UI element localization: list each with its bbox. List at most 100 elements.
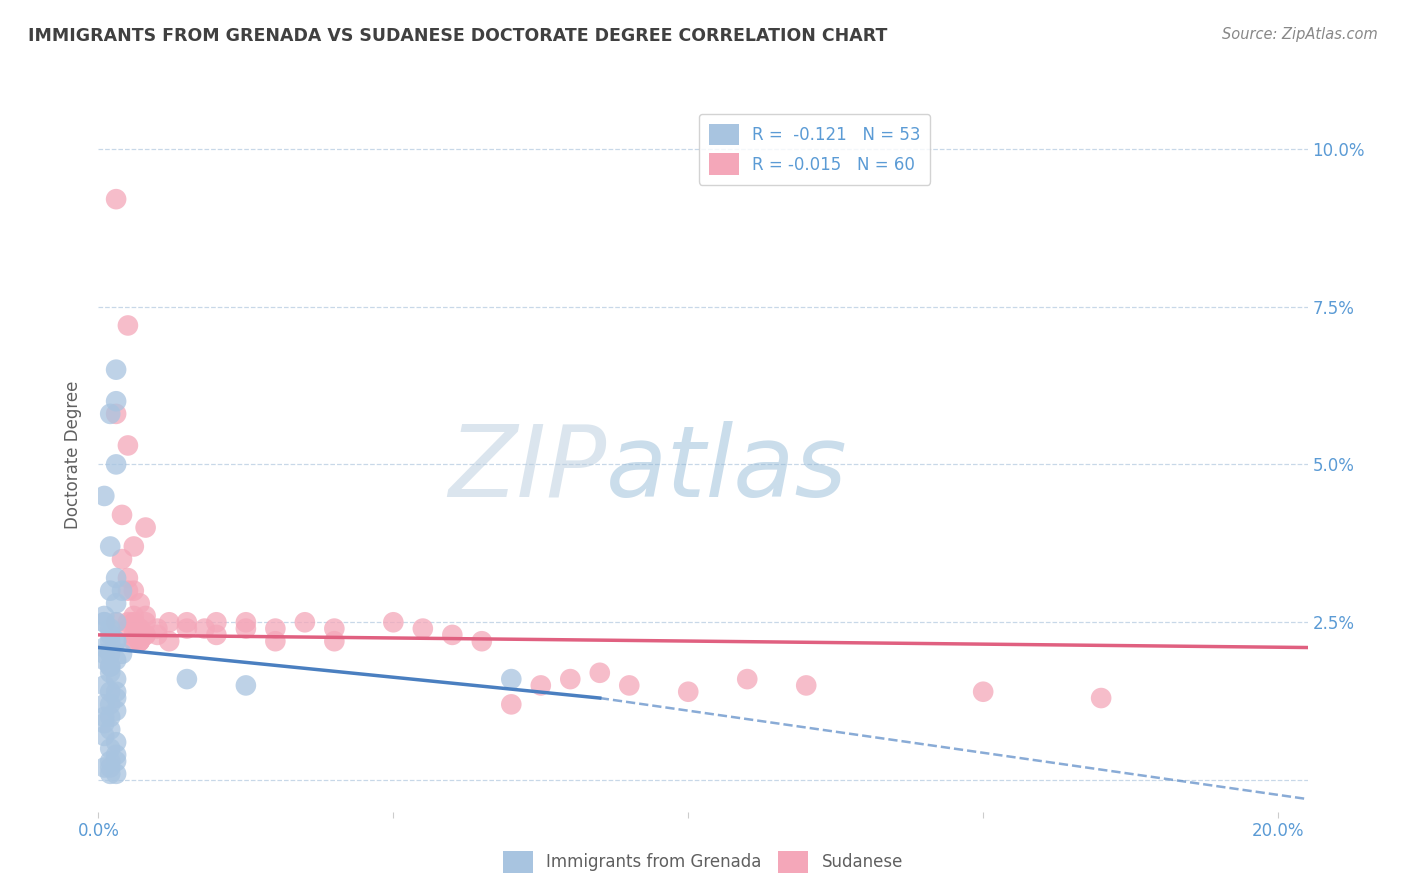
Point: [135, 628, 157, 642]
Point: [176, 622, 198, 636]
Point: [122, 583, 145, 598]
Point: [157, 615, 180, 630]
Point: [105, 754, 128, 768]
Text: ZIP: ZIP: [449, 421, 606, 517]
Point: [122, 609, 145, 624]
Point: [122, 628, 145, 642]
Point: [98, 634, 121, 648]
Point: [105, 634, 128, 648]
Point: [105, 767, 128, 781]
Point: [105, 691, 128, 706]
Point: [135, 520, 157, 534]
Point: [235, 622, 257, 636]
Point: [471, 634, 494, 648]
Point: [98, 407, 121, 421]
Point: [98, 659, 121, 673]
Point: [105, 747, 128, 762]
Point: [146, 622, 169, 636]
Point: [135, 609, 157, 624]
Point: [105, 615, 128, 630]
Point: [412, 622, 434, 636]
Point: [105, 735, 128, 749]
Point: [98, 665, 121, 680]
Point: [105, 684, 128, 698]
Point: [323, 622, 346, 636]
Point: [93, 647, 115, 661]
Point: [117, 571, 139, 585]
Point: [264, 634, 287, 648]
Point: [619, 678, 641, 692]
Point: [122, 615, 145, 630]
Point: [122, 634, 145, 648]
Point: [530, 678, 553, 692]
Point: [105, 634, 128, 648]
Point: [735, 672, 758, 686]
Point: [105, 362, 128, 376]
Point: [98, 684, 121, 698]
Point: [105, 672, 128, 686]
Point: [98, 741, 121, 756]
Point: [105, 458, 128, 472]
Point: [93, 716, 115, 731]
Point: [111, 647, 134, 661]
Point: [105, 704, 128, 718]
Point: [93, 710, 115, 724]
Point: [205, 628, 228, 642]
Text: atlas: atlas: [606, 421, 848, 517]
Point: [128, 622, 150, 636]
Point: [117, 438, 139, 452]
Point: [111, 583, 134, 598]
Point: [135, 615, 157, 630]
Point: [98, 710, 121, 724]
Text: Source: ZipAtlas.com: Source: ZipAtlas.com: [1222, 27, 1378, 42]
Point: [93, 729, 115, 743]
Point: [98, 583, 121, 598]
Point: [105, 596, 128, 610]
Point: [98, 760, 121, 774]
Point: [117, 583, 139, 598]
Point: [128, 634, 150, 648]
Point: [93, 615, 115, 630]
Point: [105, 192, 128, 206]
Point: [382, 615, 405, 630]
Point: [98, 754, 121, 768]
Point: [122, 540, 145, 554]
Point: [1090, 691, 1112, 706]
Point: [294, 615, 316, 630]
Point: [128, 634, 150, 648]
Point: [235, 678, 257, 692]
Point: [501, 698, 523, 712]
Point: [264, 622, 287, 636]
Point: [111, 552, 134, 566]
Point: [323, 634, 346, 648]
Point: [176, 672, 198, 686]
Point: [678, 684, 700, 698]
Point: [93, 678, 115, 692]
Point: [560, 672, 582, 686]
Legend: R =  -0.121   N = 53, R = -0.015   N = 60: R = -0.121 N = 53, R = -0.015 N = 60: [699, 113, 931, 185]
Point: [98, 767, 121, 781]
Point: [128, 634, 150, 648]
Point: [235, 615, 257, 630]
Point: [794, 678, 817, 692]
Point: [205, 615, 228, 630]
Point: [93, 698, 115, 712]
Y-axis label: Doctorate Degree: Doctorate Degree: [65, 381, 83, 529]
Point: [105, 571, 128, 585]
Point: [105, 653, 128, 667]
Point: [105, 615, 128, 630]
Point: [128, 596, 150, 610]
Point: [98, 698, 121, 712]
Point: [105, 394, 128, 409]
Point: [93, 609, 115, 624]
Point: [93, 653, 115, 667]
Point: [93, 640, 115, 655]
Point: [93, 760, 115, 774]
Point: [122, 634, 145, 648]
Point: [111, 508, 134, 522]
Point: [146, 628, 169, 642]
Point: [98, 540, 121, 554]
Point: [98, 647, 121, 661]
Point: [98, 723, 121, 737]
Point: [98, 659, 121, 673]
